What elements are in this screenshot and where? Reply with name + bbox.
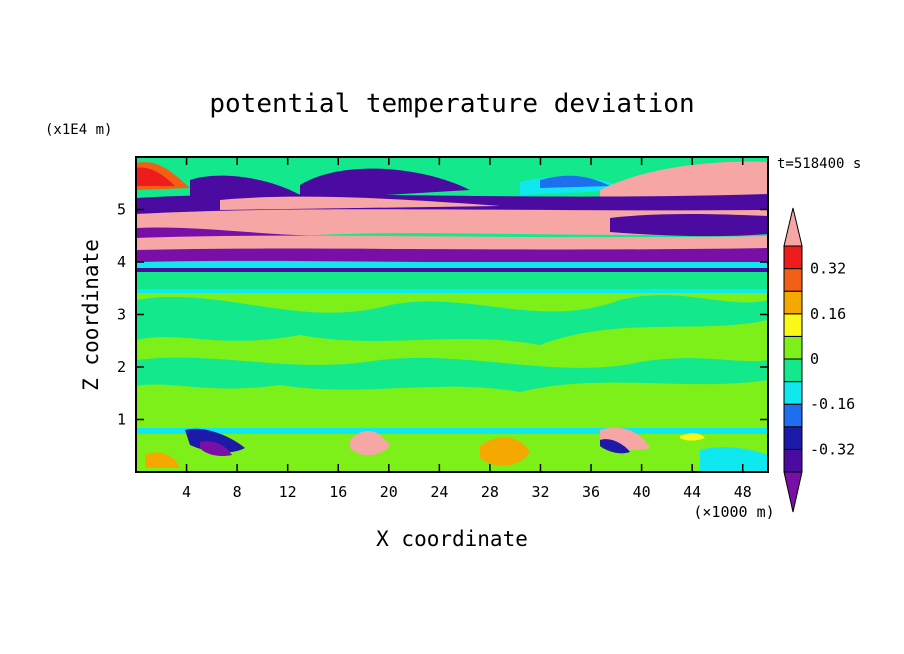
orange-bottom-left [145, 452, 180, 468]
band-lower-teal [136, 357, 768, 392]
cyan-strip-bottom [136, 428, 768, 434]
colorbar: 0.32 0.16 0 -0.16 -0.32 [783, 207, 855, 513]
colorbar-cell [783, 245, 803, 270]
x-tick-label: 16 [329, 483, 347, 501]
orange-plume [480, 437, 530, 466]
x-tick-label: 40 [633, 483, 651, 501]
colorbar-top-arrow [783, 207, 803, 247]
y-tick-label: 2 [117, 358, 126, 376]
top-pink-right [600, 161, 768, 198]
colorbar-cell [783, 335, 803, 360]
colorbar-cell [783, 358, 803, 383]
colorbar-cell [783, 448, 803, 473]
band-mid-teal [136, 295, 768, 345]
y-tick-label: 3 [117, 306, 126, 324]
x-tick-label: 24 [430, 483, 448, 501]
x-axis-label: X coordinate [376, 527, 528, 551]
y-axis-label: Z coordinate [79, 239, 103, 391]
cyan-bottom-right [700, 447, 768, 472]
cyan-strip-2 [136, 289, 768, 293]
purple-strip-1 [136, 268, 768, 272]
colorbar-cell [783, 268, 803, 292]
blue-patch-2 [600, 439, 630, 454]
x-tick-label: 8 [233, 483, 242, 501]
colorbar-label: -0.16 [810, 395, 855, 413]
x-axis: 4 8 12 16 20 24 28 32 36 40 44 48 [182, 157, 752, 501]
y-unit-label: (x1E4 m) [45, 122, 112, 138]
purple-layer-3 [136, 248, 768, 264]
colorbar-label: 0 [810, 350, 819, 368]
x-tick-label: 48 [734, 483, 752, 501]
y-tick-label: 4 [117, 253, 126, 271]
chart-title: potential temperature deviation [209, 89, 694, 119]
x-tick-label: 44 [683, 483, 701, 501]
pink-layer-2 [136, 235, 768, 252]
cyan-strip-1 [136, 262, 768, 268]
pink-streak-1 [220, 196, 500, 210]
colorbar-cell [783, 426, 803, 450]
purple-patch-1 [200, 441, 232, 457]
x-tick-label: 12 [279, 483, 297, 501]
colorbar-label: -0.32 [810, 440, 855, 458]
colorbar-label: 0.32 [810, 260, 846, 278]
x-unit-label: (×1000 m) [693, 503, 774, 521]
y-tick-label: 1 [117, 411, 126, 429]
y-axis: 1 2 3 4 5 [117, 201, 768, 429]
top-blue-right [540, 175, 610, 188]
x-tick-label: 4 [182, 483, 191, 501]
time-label: t=518400 s [777, 156, 861, 172]
purple-layer-2-right [610, 214, 768, 237]
x-tick-label: 36 [582, 483, 600, 501]
pink-patch-1 [350, 431, 390, 456]
colorbar-cell [783, 381, 803, 405]
top-purple-center [300, 168, 470, 200]
contour-field [136, 157, 768, 472]
x-tick-label: 32 [531, 483, 549, 501]
colorbar-cell [783, 403, 803, 428]
x-tick-label: 20 [380, 483, 398, 501]
top-left-hot [136, 167, 175, 186]
colorbar-label: 0.16 [810, 305, 846, 323]
yellow-patch-right [680, 433, 705, 441]
x-tick-label: 28 [481, 483, 499, 501]
colorbar-cell [783, 313, 803, 337]
colorbar-bottom-arrow [783, 471, 803, 513]
y-tick-label: 5 [117, 201, 126, 219]
top-purple-left [190, 175, 300, 200]
colorbar-cell [783, 290, 803, 315]
